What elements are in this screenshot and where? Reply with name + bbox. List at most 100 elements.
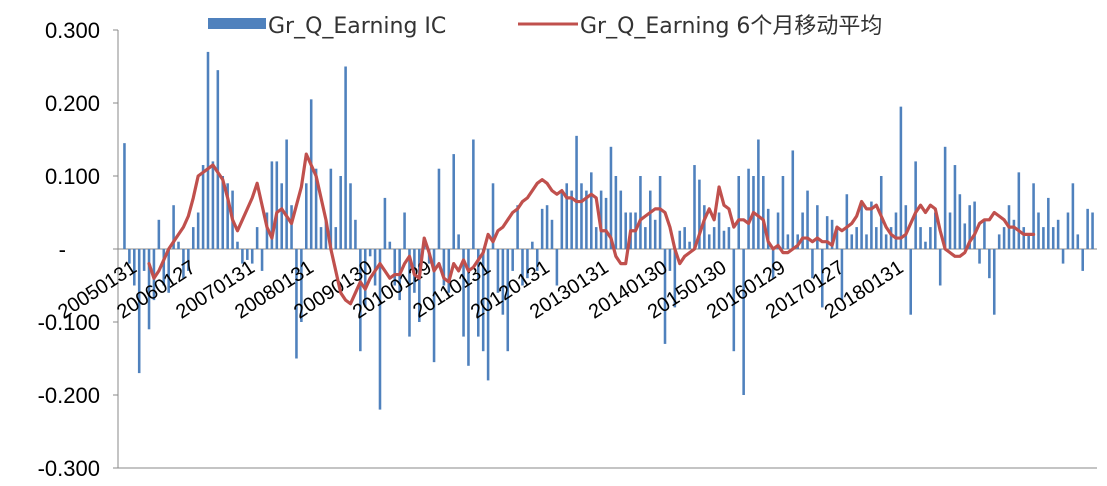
ic-bar (762, 176, 765, 249)
ic-bar (1091, 212, 1094, 249)
ic-bar (958, 194, 962, 249)
ic-bar (314, 168, 318, 249)
ic-bar (408, 249, 411, 337)
ic-bar (501, 249, 505, 315)
ic-bar (1037, 212, 1040, 249)
ic-bar (182, 249, 185, 279)
ic-bar (619, 190, 623, 249)
ic-bar (177, 241, 180, 249)
ic-bar (300, 249, 303, 322)
ic-bar (712, 227, 716, 249)
ic-bar (717, 212, 721, 249)
ic-bar (801, 212, 804, 249)
ic-bar (870, 201, 873, 249)
ic-bar (653, 219, 657, 249)
ic-bar (835, 227, 839, 249)
ic-bar (1022, 227, 1026, 249)
ic-bar (678, 230, 682, 249)
ic-bar (668, 249, 672, 271)
ic-bar (383, 197, 387, 249)
ic-bar (816, 205, 819, 249)
ic-bar (614, 176, 618, 249)
ic-bar (393, 249, 397, 286)
ic-bar (270, 161, 274, 249)
x-axis-ticks: 2005013120060127200701312008013120090130… (54, 256, 907, 323)
ic-bar (727, 227, 731, 249)
ic-bar (594, 227, 598, 249)
ic-bar (865, 234, 868, 249)
ic-bar (644, 227, 647, 249)
ic-bar (1081, 249, 1084, 271)
ic-bar (137, 249, 141, 374)
ic-bar (147, 249, 151, 330)
ic-bar (570, 190, 573, 249)
ic-bar (855, 227, 858, 249)
ic-bar (648, 190, 652, 249)
ic-bar (889, 227, 893, 249)
ic-bar (580, 183, 583, 249)
ic-bar (948, 212, 952, 249)
ic-bar (521, 249, 524, 286)
ic-bar (319, 227, 323, 249)
line-series-group (147, 152, 1036, 306)
moving-average-line (147, 152, 1036, 306)
ic-bar (467, 249, 470, 366)
ic-bar (840, 249, 844, 301)
ic-bar (663, 249, 667, 344)
legend-swatch-bar (208, 18, 266, 29)
ic-bar (1032, 183, 1035, 249)
ic-bar (221, 176, 225, 249)
ic-bar (992, 249, 996, 315)
ic-bar (206, 51, 210, 250)
y-axis-ticks: 0.300 0.200 0.100 - -0.100 -0.200 -0.300 (38, 18, 118, 481)
ic-bar (339, 176, 342, 249)
ic-bar (894, 212, 898, 249)
ic-bar (604, 197, 608, 249)
ic-bar (560, 190, 564, 249)
ic-bar (639, 176, 642, 249)
ic-bar (929, 227, 932, 249)
ic-bar (506, 249, 510, 352)
ic-bar (167, 249, 170, 293)
ic-bar (334, 227, 338, 249)
ic-bar (241, 249, 244, 264)
ic-bar (246, 249, 249, 260)
ic-bar (943, 146, 947, 249)
ic-bar (845, 194, 849, 249)
ic-bar (550, 219, 554, 249)
ic-bar (575, 135, 578, 249)
ic-bar (216, 70, 220, 250)
ic-bar (624, 212, 627, 249)
ic-bar (290, 205, 293, 249)
y-tick-label: -0.200 (38, 383, 100, 408)
ic-bar (187, 249, 190, 271)
ic-bar (781, 176, 785, 249)
ic-bar (285, 139, 288, 249)
ic-bar (850, 234, 854, 249)
ic-bar (162, 249, 166, 286)
ic-bar (590, 172, 593, 249)
ic-bar (309, 99, 313, 249)
ic-bar (403, 212, 406, 249)
ic-bar (250, 249, 254, 264)
ic-bar (555, 249, 559, 286)
ic-bar (378, 249, 382, 410)
ic-bar (511, 249, 514, 271)
ic-bar (914, 161, 917, 249)
ic-bar (191, 227, 195, 249)
ic-bar (791, 150, 795, 249)
ic-bar (953, 165, 957, 249)
ic-bar (693, 165, 696, 249)
ic-bar (830, 219, 834, 249)
ic-bar (255, 227, 259, 249)
ic-bar (236, 241, 239, 249)
ic-bar (133, 249, 136, 286)
ic-bar (157, 219, 161, 249)
ic-bar (373, 249, 377, 286)
ic-bar (359, 249, 362, 352)
y-tick-label: 0.300 (45, 18, 100, 43)
ic-bar (123, 143, 126, 249)
ic-bar (909, 249, 912, 315)
ic-bar (707, 234, 711, 249)
ic-bar (1047, 197, 1050, 249)
